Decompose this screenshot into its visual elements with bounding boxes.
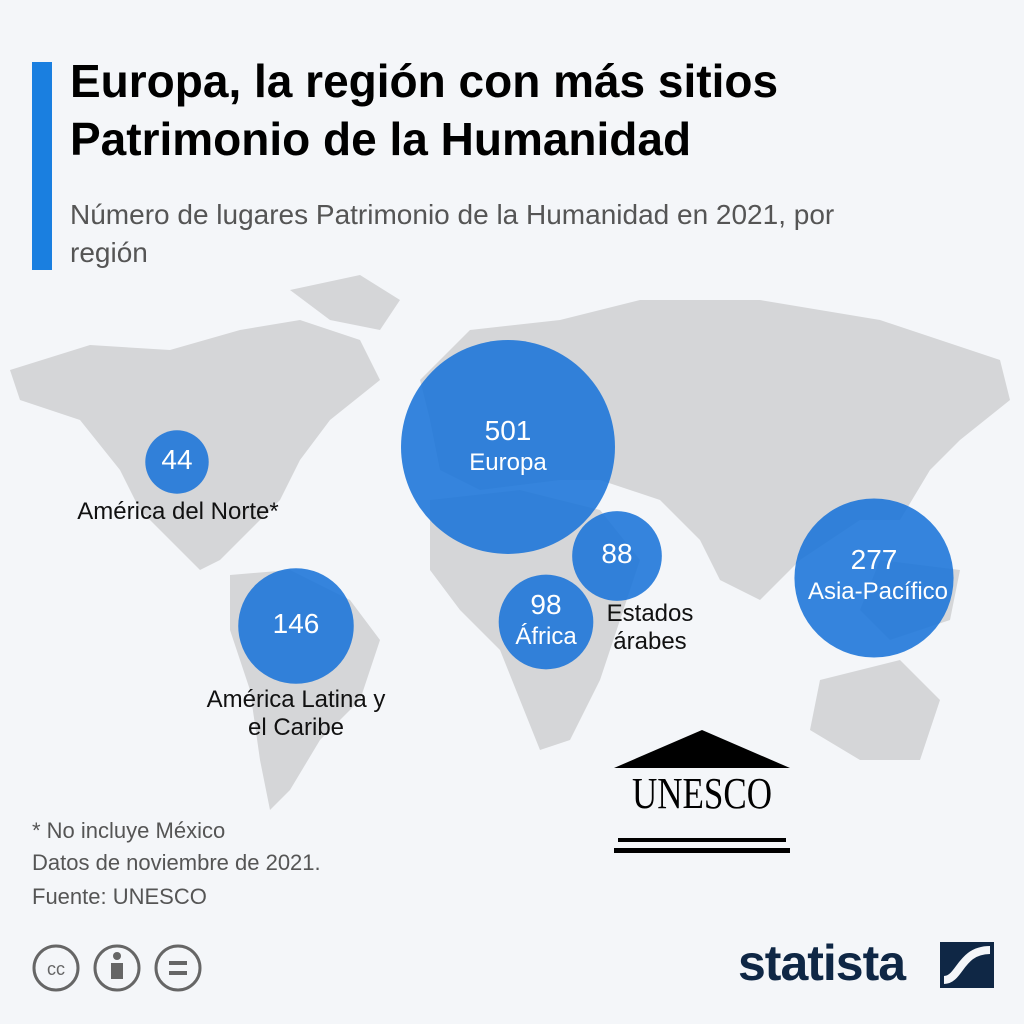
source: Fuente: UNESCO	[32, 884, 207, 909]
region-label: América del Norte*	[77, 498, 279, 525]
brand: statista	[738, 935, 906, 991]
value-label: 44	[161, 444, 193, 475]
bubble	[401, 340, 615, 554]
unesco-text: UNESCO	[632, 769, 772, 818]
footnote: * No incluye México	[32, 818, 226, 843]
bubble	[794, 498, 954, 658]
region-label: Europa	[469, 449, 547, 476]
bubbles	[145, 340, 954, 684]
title: Europa, la región con más sitios Patrimo…	[70, 55, 779, 165]
value-label: 501	[484, 415, 532, 446]
by-icon	[93, 944, 141, 992]
cc-text: cc	[47, 959, 65, 979]
data-note: Datos de noviembre de 2021.	[32, 850, 321, 875]
value-label: 146	[272, 608, 320, 639]
accent-bar	[32, 62, 52, 270]
value-label: 98	[530, 589, 562, 620]
cc-icon	[32, 944, 80, 992]
bubble	[238, 568, 354, 684]
value-label: 88	[601, 538, 633, 569]
value-label: 277	[850, 544, 898, 575]
unesco-logo: UNESCO	[614, 730, 790, 853]
statista-mark	[940, 942, 994, 988]
license-icons: cc	[32, 944, 202, 992]
nd-icon	[154, 944, 202, 992]
region-label: América Latina y el Caribe	[206, 686, 386, 741]
bubble	[572, 511, 662, 601]
region-label: África	[515, 623, 577, 650]
region-label: Estados árabes	[606, 600, 694, 655]
region-label: Asia-Pacífico	[807, 578, 949, 605]
subtitle: Número de lugares Patrimonio de la Human…	[70, 199, 835, 268]
bubble	[145, 430, 209, 494]
bubble	[498, 574, 594, 670]
